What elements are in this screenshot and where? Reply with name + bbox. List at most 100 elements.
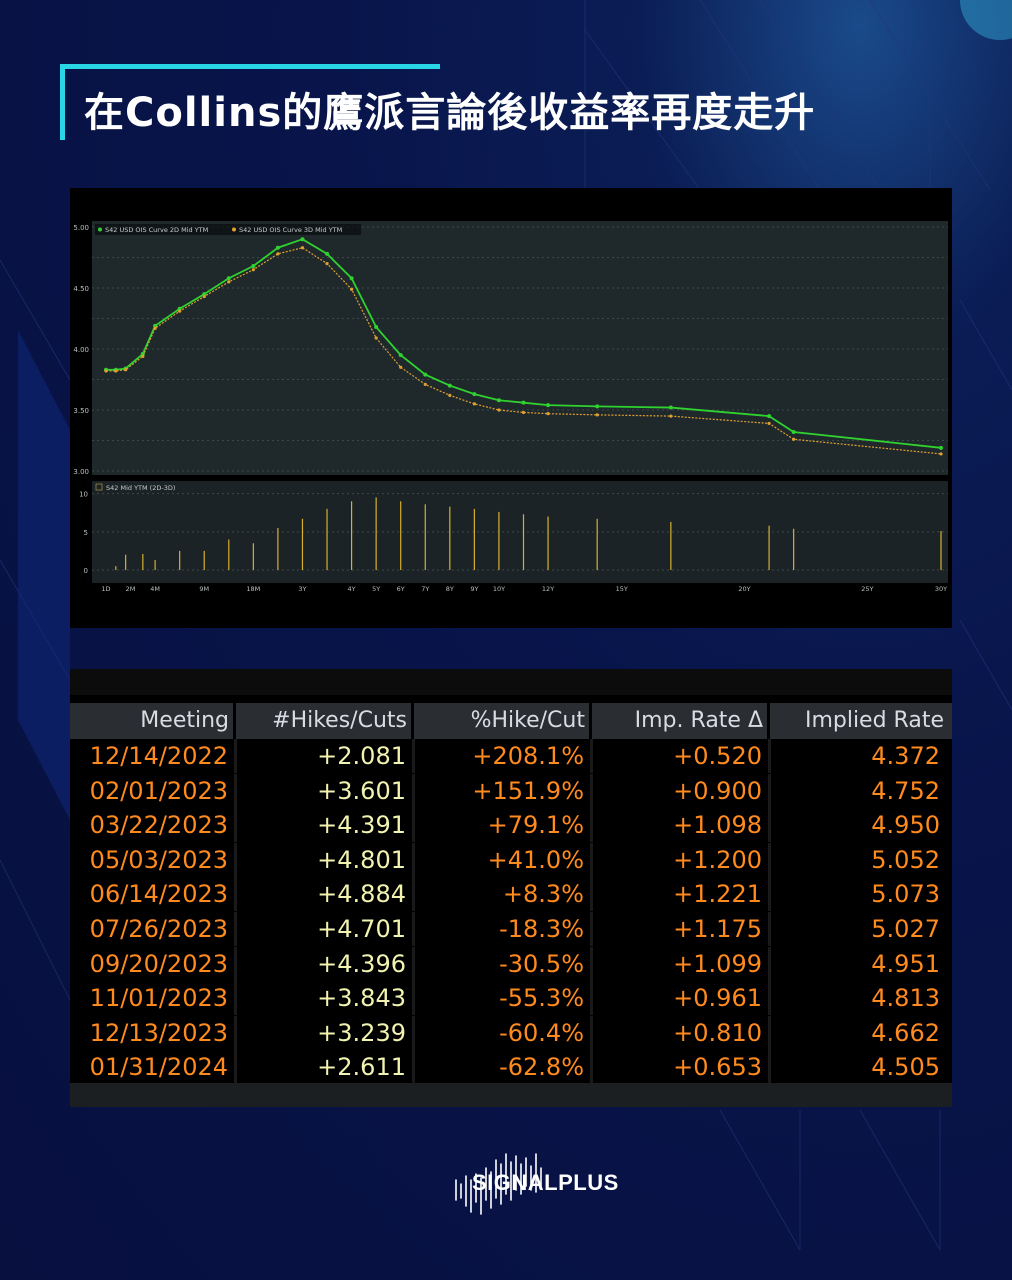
y-tick-label: 10 — [79, 491, 88, 499]
cell-hikes-cuts: +2.611 — [317, 1053, 406, 1082]
x-tick-label: 9Y — [470, 585, 478, 593]
series-point — [178, 309, 182, 313]
cell-pct-hike-cut: -62.8% — [499, 1053, 584, 1082]
cell-meeting: 01/31/2024 — [89, 1053, 228, 1082]
x-tick-label: 10Y — [493, 585, 505, 593]
series-line — [106, 238, 942, 449]
brand-name: SIGNALPLUS — [472, 1170, 619, 1195]
series-point — [349, 276, 354, 281]
cell-imp-rate-delta: +1.221 — [673, 880, 762, 909]
table-row: 12/14/2022 +2.081 +208.1% +0.520 4.372 — [70, 739, 952, 773]
column-separator — [234, 1015, 237, 1050]
column-separator — [590, 773, 593, 808]
cell-pct-hike-cut: +151.9% — [472, 776, 584, 805]
column-separator — [590, 912, 593, 946]
x-tick-label: 25Y — [861, 585, 873, 593]
legend-marker — [98, 227, 102, 232]
series-point — [398, 353, 403, 358]
column-separator — [234, 912, 237, 946]
cell-meeting: 07/26/2023 — [89, 915, 228, 943]
cell-imp-rate-delta: +0.520 — [673, 742, 762, 770]
column-separator — [590, 808, 593, 843]
cell-pct-hike-cut: +79.1% — [487, 811, 584, 840]
legend-marker — [95, 483, 103, 491]
series-point — [202, 292, 207, 297]
series-point — [767, 414, 772, 419]
series-point — [472, 392, 477, 397]
cell-pct-hike-cut: +41.0% — [487, 845, 584, 874]
cell-imp-rate-delta: +0.900 — [673, 776, 762, 805]
column-separator — [412, 842, 415, 877]
header-implied-rate: Implied Rate — [804, 708, 944, 733]
table-header: Meeting #Hikes/Cuts %Hike/Cut Imp. Rate … — [70, 703, 952, 739]
column-separator — [768, 842, 771, 877]
soundwave-logo-icon — [455, 1153, 542, 1215]
column-separator — [768, 912, 771, 946]
legend-label: S42 USD OIS Curve 3D Mid YTM — [239, 226, 342, 234]
column-separator — [234, 808, 237, 843]
series-point — [792, 437, 796, 441]
series-point — [114, 369, 118, 373]
x-tick-label: 4Y — [348, 585, 356, 593]
cell-imp-rate-delta: +1.175 — [673, 915, 762, 943]
cell-pct-hike-cut: +8.3% — [502, 880, 584, 909]
cell-imp-rate-delta: +0.961 — [673, 984, 762, 1013]
cell-implied-rate: 4.951 — [871, 949, 940, 978]
line-plot-area — [92, 221, 948, 475]
series-point — [202, 294, 206, 299]
x-tick-label: 12Y — [542, 585, 554, 593]
column-separator — [590, 877, 593, 912]
series-point — [251, 264, 256, 269]
series-point — [374, 325, 379, 330]
y-tick-label: 3.00 — [73, 468, 89, 476]
cell-pct-hike-cut: -55.3% — [499, 984, 584, 1013]
cell-implied-rate: 4.950 — [871, 811, 940, 840]
cell-hikes-cuts: +4.801 — [317, 845, 406, 874]
column-separator — [234, 739, 237, 773]
column-separator — [768, 1015, 771, 1050]
legend-label: S42 Mid YTM (2D-3D) — [106, 484, 175, 492]
column-separator — [412, 1015, 415, 1050]
column-separator — [768, 877, 771, 912]
column-separator — [412, 912, 415, 946]
series-point — [124, 368, 128, 372]
series-point — [374, 336, 378, 340]
cell-implied-rate: 4.662 — [871, 1018, 940, 1047]
series-point — [153, 326, 157, 330]
cell-pct-hike-cut: +208.1% — [472, 742, 584, 770]
x-tick-label: 8Y — [446, 585, 454, 593]
series-point — [497, 408, 501, 412]
series-point — [448, 393, 452, 397]
cell-hikes-cuts: +4.391 — [317, 811, 406, 840]
series-point — [595, 404, 600, 409]
column-separator — [234, 946, 237, 981]
fed-meeting-table: Meeting #Hikes/Cuts %Hike/Cut Imp. Rate … — [70, 669, 952, 1107]
table-row: 03/22/2023 +4.391 +79.1% +1.098 4.950 — [70, 808, 952, 843]
column-separator — [768, 773, 771, 808]
x-tick-label: 18M — [246, 585, 260, 593]
column-separator — [412, 808, 415, 843]
cell-implied-rate: 5.027 — [871, 915, 940, 943]
column-separator — [412, 1050, 415, 1085]
column-separator — [768, 808, 771, 843]
table-row: 07/26/2023 +4.701 -18.3% +1.175 5.027 — [70, 912, 952, 946]
series-point — [399, 365, 403, 369]
cell-hikes-cuts: +3.239 — [317, 1018, 406, 1047]
column-separator — [768, 946, 771, 981]
cell-implied-rate: 4.752 — [871, 776, 940, 805]
cell-implied-rate: 4.813 — [871, 984, 940, 1013]
y-tick-label: 5.00 — [73, 224, 89, 232]
column-separator — [234, 981, 237, 1016]
column-separator — [412, 981, 415, 1016]
plot-divider — [92, 475, 948, 481]
x-tick-label: 1D — [101, 585, 110, 593]
series-point — [496, 398, 501, 403]
cell-meeting: 12/13/2023 — [89, 1018, 228, 1047]
x-tick-label: 5Y — [372, 585, 380, 593]
series-point — [669, 414, 673, 418]
table-row: 05/03/2023 +4.801 +41.0% +1.200 5.052 — [70, 842, 952, 877]
series-point — [423, 382, 427, 386]
column-separator — [590, 1050, 593, 1085]
table-row: 11/01/2023 +3.843 -55.3% +0.961 4.813 — [70, 981, 952, 1016]
cell-pct-hike-cut: -18.3% — [499, 915, 584, 943]
